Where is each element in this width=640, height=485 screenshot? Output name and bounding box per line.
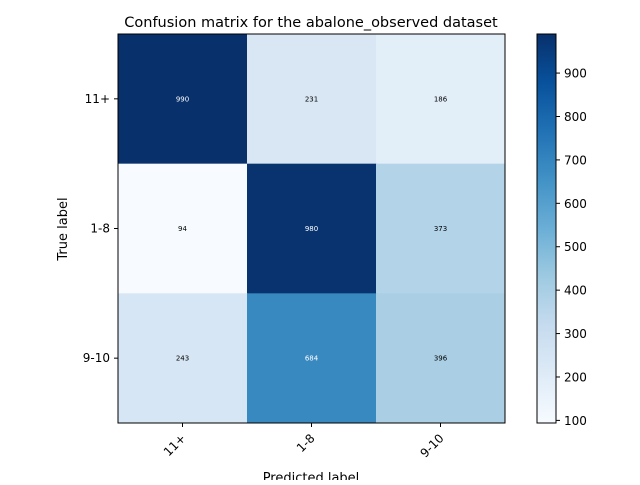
x-axis-ticks: 11+ 1-8 9-10 (161, 423, 447, 460)
colorbar-tick-label: 400 (564, 284, 587, 298)
colorbar-tick-label: 200 (564, 370, 587, 384)
colorbar-tick-label: 700 (564, 153, 587, 167)
matrix-cell-value: 94 (178, 225, 187, 233)
matrix-cell-value: 243 (176, 355, 189, 363)
x-tick-label: 9-10 (417, 431, 446, 460)
matrix-cell (247, 34, 377, 165)
matrix-cell (247, 293, 377, 424)
x-tick-label: 11+ (161, 431, 189, 459)
matrix-cell (376, 34, 506, 165)
matrix-cell (118, 163, 248, 294)
matrix-cell-value: 373 (434, 225, 447, 233)
x-axis-label: Predicted label (263, 471, 360, 480)
colorbar-tick-label: 500 (564, 240, 587, 254)
colorbar-ticks: 100 200 300 400 500 600 700 800 900 (556, 67, 587, 428)
matrix-cell-value: 231 (305, 95, 318, 103)
y-tick-label: 1-8 (90, 222, 110, 236)
matrix-cell-labels: 990 231 186 94 980 373 243 684 396 (176, 95, 448, 362)
y-tick-label: 11+ (85, 92, 110, 106)
matrix-cell (118, 34, 248, 165)
y-axis-label: True label (56, 197, 71, 261)
x-tick-label: 1-8 (294, 431, 318, 455)
matrix-cell (376, 163, 506, 294)
y-axis-ticks: 11+ 1-8 9-10 (83, 92, 118, 365)
colorbar (536, 33, 557, 424)
matrix-cell-value: 980 (305, 225, 318, 233)
matrix-cell (247, 163, 377, 294)
matrix-cell-value: 684 (305, 355, 319, 363)
matrix-cell-value: 396 (434, 355, 448, 363)
matrix-cell (118, 293, 248, 424)
chart-title: Confusion matrix for the abalone_observe… (124, 15, 498, 31)
colorbar-tick-label: 600 (564, 197, 587, 211)
colorbar-tick-label: 300 (564, 327, 587, 341)
colorbar-tick-label: 800 (564, 110, 587, 124)
matrix-cell-value: 990 (176, 95, 189, 103)
matrix-cells (118, 34, 506, 424)
colorbar-tick-label: 100 (564, 414, 587, 428)
matrix-cell-value: 186 (434, 95, 448, 103)
y-tick-label: 9-10 (83, 351, 110, 365)
matrix-cell (376, 293, 506, 424)
colorbar-tick-label: 900 (564, 67, 587, 81)
